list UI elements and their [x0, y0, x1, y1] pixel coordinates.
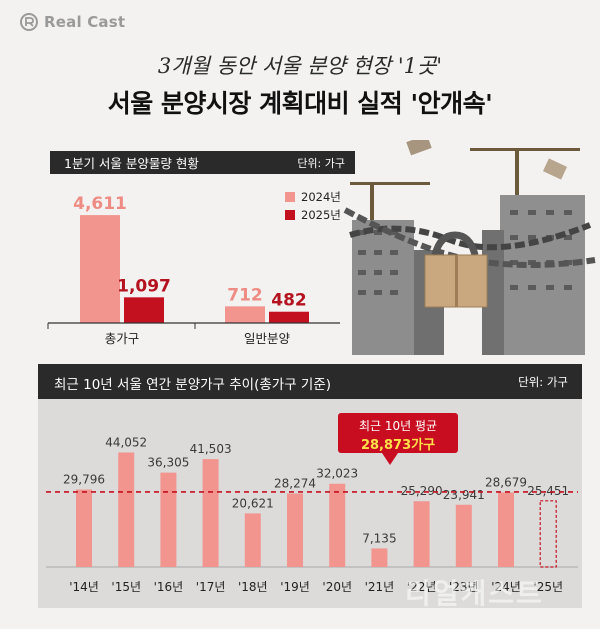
- year-label-5: '19년: [280, 580, 310, 594]
- value-label-7: 7,135: [362, 531, 396, 545]
- value-label-6: 32,023: [316, 467, 358, 481]
- category-label-0: 총가구: [105, 331, 140, 346]
- panel1-title: 1분기 서울 분양물량 현황: [64, 156, 199, 171]
- year-label-7: '21년: [365, 580, 395, 594]
- year-label-3: '17년: [196, 580, 226, 594]
- year-label-9: '23년: [449, 580, 479, 594]
- value-label-0: 29,796: [63, 473, 105, 487]
- year-label-4: '18년: [238, 580, 268, 594]
- value-label-3: 41,503: [190, 442, 232, 456]
- year-label-1: '15년: [111, 580, 141, 594]
- chart-annual-supply: 29,796 '14년 44,052 '15년 36,305 '16년 41,503 '17년…: [46, 435, 578, 594]
- subtitle: 3개월 동안 서울 분양 현장 '1곳': [157, 54, 443, 78]
- watermark: 리얼캐스트: [405, 577, 544, 610]
- legend-2025-label: 2025년: [301, 208, 341, 222]
- legend-2024: 2024년: [285, 189, 341, 205]
- value-label-10: 28,679: [485, 475, 527, 489]
- panel1-header: 1분기 서울 분양물량 현황 단위: 가구: [50, 151, 355, 174]
- brand-name: Real Cast: [44, 13, 126, 31]
- realcast-logo-icon: [20, 13, 38, 31]
- bar-10: [498, 492, 514, 567]
- bar-0-1: [124, 297, 164, 323]
- legend-2025-swatch: [285, 210, 295, 220]
- page-title: 서울 분양시장 계획대비 실적 '안개속': [107, 89, 493, 118]
- bar-1: [118, 452, 135, 567]
- bar-8: [413, 501, 430, 567]
- bar-9: [455, 504, 472, 567]
- year-label-2: '16년: [154, 580, 184, 594]
- brand: Real Cast: [20, 12, 125, 32]
- bar-6: [329, 483, 346, 567]
- panel2-header: 최근 10년 서울 연간 분양가구 추이(총가구 기준) 단위: 가구: [38, 364, 582, 399]
- bar-2: [160, 472, 177, 567]
- bar-4: [244, 513, 261, 567]
- chart-q1-supply: 4,611 1,097 총가구 712 482 일반분양: [47, 194, 340, 346]
- bar-1-0: [225, 306, 265, 323]
- year-label-6: '20년: [322, 580, 352, 594]
- bar-label-0-1: 1,097: [117, 276, 171, 296]
- value-label-4: 20,621: [232, 496, 274, 510]
- bar-3: [202, 459, 219, 567]
- category-label-1: 일반분양: [244, 331, 291, 346]
- bar-planned: [539, 500, 557, 568]
- year-label-11: '25년: [533, 580, 563, 594]
- average-value: 28,873가구: [360, 438, 436, 453]
- panel1-unit: 단위: 가구: [297, 156, 345, 170]
- year-label-0: '14년: [69, 580, 99, 594]
- bar-0: [76, 489, 92, 567]
- value-label-11: 25,451: [527, 484, 569, 498]
- bar-1-1: [269, 311, 309, 323]
- bar-label-1-1: 482: [271, 291, 307, 311]
- bar-label-1-0: 712: [227, 285, 263, 305]
- chained-buildings-illustration: [343, 140, 596, 355]
- legend-2024-label: 2024년: [301, 190, 341, 204]
- bar-5: [287, 493, 303, 567]
- bar-0-0: [80, 215, 120, 323]
- year-label-8: '22년: [407, 580, 437, 594]
- value-label-5: 28,274: [274, 476, 316, 490]
- value-label-2: 36,305: [147, 456, 189, 470]
- average-callout-tail: [382, 453, 398, 465]
- bar-7: [371, 548, 388, 567]
- legend-2024-swatch: [285, 192, 295, 202]
- average-label: 최근 10년 평균: [358, 419, 438, 433]
- panel2-unit: 단위: 가구: [518, 375, 568, 389]
- bar-label-0-0: 4,611: [73, 194, 127, 214]
- panel2-title: 최근 10년 서울 연간 분양가구 추이(총가구 기준): [54, 377, 332, 393]
- value-label-9: 23,941: [443, 488, 485, 502]
- average-callout: 최근 10년 평균 28,873가구: [338, 413, 458, 465]
- legend-2025: 2025년: [285, 207, 341, 223]
- panel2: 최근 10년 서울 연간 분양가구 추이(총가구 기준) 단위: 가구 29,7…: [38, 364, 582, 608]
- value-label-1: 44,052: [105, 435, 147, 449]
- value-label-8: 25,290: [401, 484, 443, 498]
- year-label-10: '24년: [491, 580, 521, 594]
